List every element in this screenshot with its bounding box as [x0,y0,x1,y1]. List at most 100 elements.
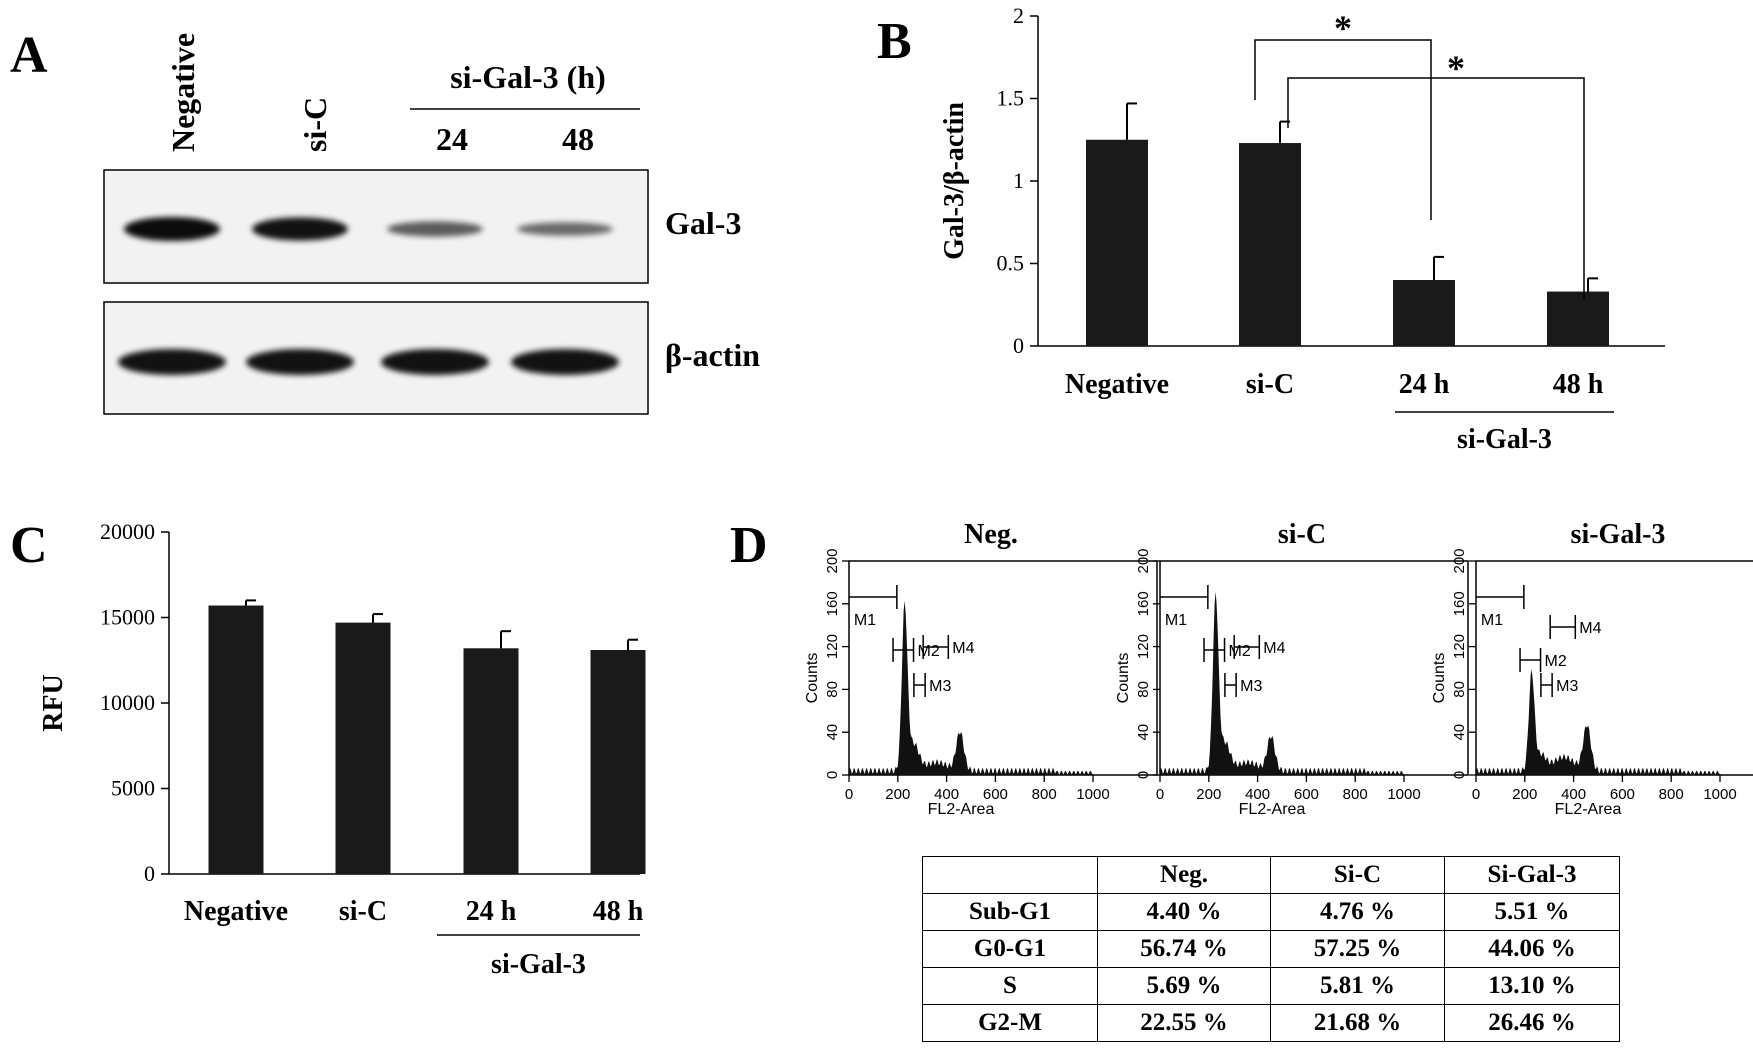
x-tick-label: 0 [1472,786,1480,803]
histogram-title: si-Gal-3 [1571,519,1666,550]
actin-band [381,349,489,375]
gate-marker-label: M2 [1545,653,1567,670]
y-tick-label: 80 [1451,681,1468,698]
table-cell: G2-M [922,1004,1098,1042]
panel-letter-c: C [10,517,48,574]
table-cell: 5.69 % [1097,967,1271,1005]
x-tick-label: 0 [1156,786,1164,803]
y-tick-label: 0 [1135,771,1152,779]
gal3-bands [124,217,613,241]
histogram-frame [1159,560,1469,776]
y-tick-label: 120 [1135,634,1152,659]
category-label: si-C [1246,369,1294,400]
histogram-area [1476,669,1720,775]
table-row: G0-G1 56.74 % 57.25 % 44.06 % [922,930,1620,968]
actin-bands [118,349,619,375]
y-tick-label: 200 [1135,548,1152,573]
gate-marker-label: M4 [952,640,974,657]
bar [1547,291,1609,346]
lane-label-48: 48 [562,121,594,157]
table-header-cell [922,856,1098,894]
histogram-title: Neg. [964,519,1018,550]
y-tick-label: 0 [1013,333,1024,358]
table-header-cell: Si-Gal-3 [1444,856,1620,894]
x-tick-label: 600 [1610,786,1635,803]
y-tick-label: 200 [824,548,841,573]
x-axis-label: FL2-Area [1555,801,1622,818]
table-cell: 56.74 % [1097,930,1271,968]
y-tick-label: 2 [1013,3,1024,28]
gal3-band [252,217,348,241]
x-tick-label: 1000 [1387,786,1420,803]
y-tick-label: 120 [1451,634,1468,659]
y-tick-label: 80 [824,681,841,698]
chart-c: 0 5000 10000 15000 20000 RFU Negative si-C 24 h 4… [38,519,646,980]
category-label: 48 h [1553,369,1604,400]
x-tick-label: 1000 [1076,786,1109,803]
x-tick-label: 600 [983,786,1008,803]
y-tick-label: 160 [824,591,841,616]
bar [1239,143,1301,346]
x-tick-label: 400 [1245,786,1270,803]
y-tick-label: 1 [1013,168,1024,193]
group-label: si-Gal-3 [491,949,586,980]
x-tick-label: 800 [1343,786,1368,803]
x-tick-label: 400 [934,786,959,803]
x-tick-label: 800 [1659,786,1684,803]
table-cell: 21.68 % [1270,1004,1445,1042]
gate-marker-label: M3 [929,678,951,695]
histogram-frame [1475,560,1753,776]
gate-marker-label: M2 [1229,643,1251,660]
gate-marker-label: M1 [1165,612,1187,629]
histogram-area [1160,591,1404,775]
significance-bracket [1287,77,1585,300]
x-tick-label: 1000 [1703,786,1736,803]
bar [590,649,646,874]
actin-band [511,349,619,375]
category-label: si-C [339,896,387,927]
table-row: S 5.69 % 5.81 % 13.10 % [922,967,1620,1005]
y-axis-label: RFU [38,674,69,732]
gate-marker-label: M4 [1263,640,1285,657]
category-label: Negative [1065,369,1169,400]
gate-marker-label: M1 [1481,612,1503,629]
chart-b: 0 0.5 1 1.5 2 Gal-3/β-actin Negative si-C 24 h 48… [939,3,1665,455]
panel-letter-b: B [877,13,912,70]
histogram-frame [848,560,1158,776]
lane-label-24: 24 [436,121,468,157]
y-tick-label: 15000 [100,605,155,630]
table-cell: G0-G1 [922,930,1098,968]
gate-marker-label: M4 [1579,620,1601,637]
gate-marker-label: M3 [1556,678,1578,695]
gate-marker-label: M2 [918,643,940,660]
x-tick-label: 200 [1196,786,1221,803]
category-label: Negative [184,896,288,927]
x-axis-label: FL2-Area [1239,801,1306,818]
table-row: Sub-G1 4.40 % 4.76 % 5.51 % [922,893,1620,931]
y-tick-label: 40 [1135,724,1152,741]
y-tick-label: 40 [824,724,841,741]
y-tick-label: 200 [1451,548,1468,573]
x-tick-label: 400 [1561,786,1586,803]
panel-letter-d: D [730,517,768,574]
table-header-cell: Si-C [1270,856,1445,894]
y-tick-label: 20000 [100,519,155,544]
panel-a: Negative si-C si-Gal-3 (h) 24 48 Gal-3 β… [103,33,760,415]
table-header-cell: Neg. [1097,856,1271,894]
table-cell: 4.40 % [1097,893,1271,931]
y-tick-label: 160 [1451,591,1468,616]
bar [463,648,519,874]
x-tick-label: 600 [1294,786,1319,803]
si-gal3-group-label: si-Gal-3 (h) [450,59,606,95]
x-tick-label: 200 [1512,786,1537,803]
category-label: 48 h [593,896,644,927]
y-axis-label: Counts [1115,653,1132,704]
bar [208,605,264,874]
table-cell: 5.81 % [1270,967,1445,1005]
y-tick-label: 0 [144,861,155,886]
histogram-area [849,600,1093,775]
y-axis-label: Counts [804,653,821,704]
